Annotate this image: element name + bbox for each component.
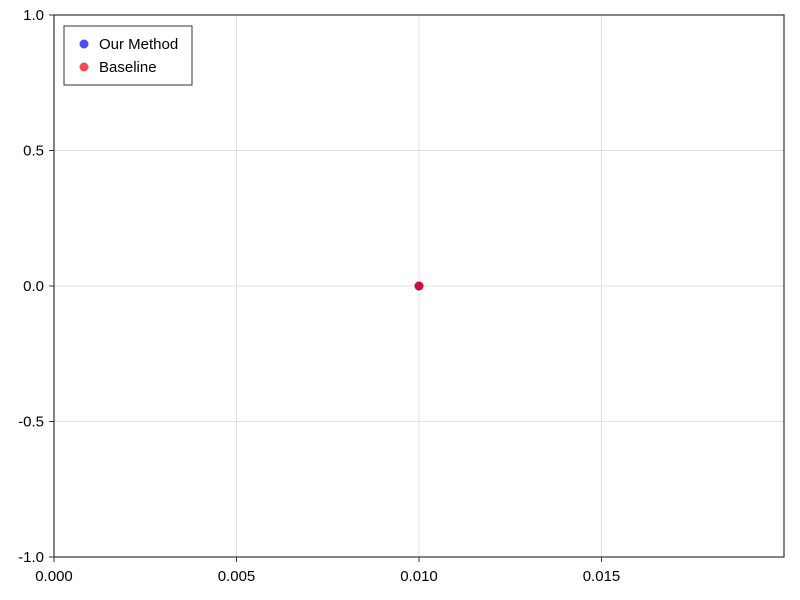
y-tick-label: -1.0 xyxy=(18,549,44,566)
legend-box xyxy=(63,25,193,86)
legend-label: Baseline xyxy=(99,59,157,76)
legend: Our Method Baseline xyxy=(63,25,193,86)
x-tick-label: 0.000 xyxy=(35,568,73,585)
legend-label: Our Method xyxy=(99,36,178,53)
data-point-series-1-0 xyxy=(414,281,424,291)
x-tick-label: 0.010 xyxy=(400,568,438,585)
x-tick-label: 0.005 xyxy=(218,568,256,585)
y-tick-label: -0.5 xyxy=(18,414,44,431)
x-tick-label: 0.015 xyxy=(583,568,621,585)
axis-ticks: 0.000 0.005 0.010 0.015 -1.0 -0.5 0.0 0.5 1.0 xyxy=(18,7,620,585)
legend-marker xyxy=(79,39,89,49)
y-tick-label: 1.0 xyxy=(23,7,44,24)
y-tick-label: 0.0 xyxy=(23,278,44,295)
data-points xyxy=(414,281,424,291)
y-tick-label: 0.5 xyxy=(23,143,44,160)
legend-marker xyxy=(79,62,89,72)
